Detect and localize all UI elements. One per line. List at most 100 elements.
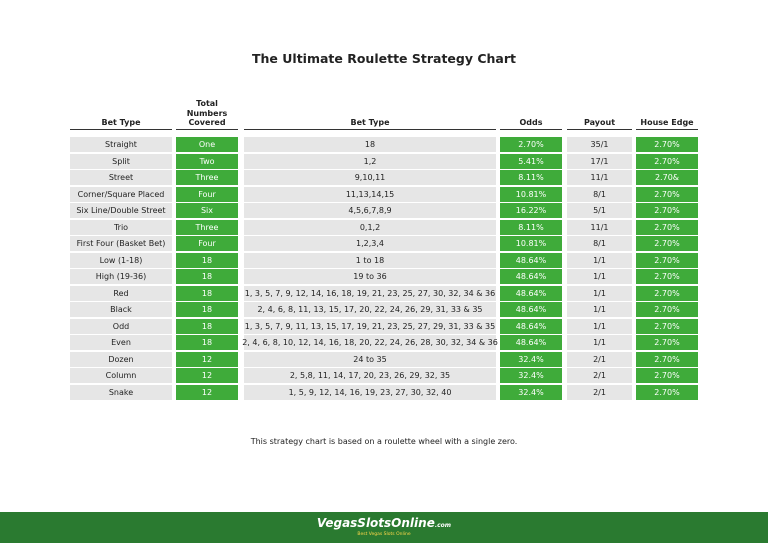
table-cell: 2.70& xyxy=(636,170,698,185)
table-cell: Split xyxy=(70,153,172,169)
table-cell: Even xyxy=(70,335,172,350)
table-cell: 1,2,3,4 xyxy=(244,236,496,251)
table-cell: 2/1 xyxy=(567,351,632,367)
table-cell: 18 xyxy=(176,252,238,268)
table-cell: 2, 4, 6, 8, 11, 13, 15, 17, 20, 22, 24, … xyxy=(244,302,496,317)
table-cell: 2, 4, 6, 8, 10, 12, 14, 16, 18, 20, 22, … xyxy=(242,335,498,350)
table-cell: One xyxy=(176,137,238,152)
table-cell: Low (1-18) xyxy=(70,252,172,268)
column-header: Bet Type xyxy=(70,104,172,130)
table-cell: 32.4% xyxy=(500,368,562,383)
table-cell: 2.70% xyxy=(636,285,698,301)
table-cell: 11/1 xyxy=(567,170,632,185)
column-header: House Edge xyxy=(636,104,698,130)
logo-suffix: .com xyxy=(434,522,452,529)
table-cell: Straight xyxy=(70,137,172,152)
table-cell: 2.70% xyxy=(636,351,698,367)
table-cell: 18 xyxy=(176,285,238,301)
table-cell: 48.64% xyxy=(500,285,562,301)
table-cell: 48.64% xyxy=(500,269,562,284)
table-cell: 48.64% xyxy=(500,252,562,268)
table-cell: 8/1 xyxy=(567,236,632,251)
table-cell: 1/1 xyxy=(567,335,632,350)
table-cell: 2/1 xyxy=(567,384,632,400)
table-cell: Odd xyxy=(70,318,172,334)
table-cell: 48.64% xyxy=(500,318,562,334)
table-cell: 48.64% xyxy=(500,335,562,350)
footer-band xyxy=(0,512,768,543)
table-cell: 2.70% xyxy=(636,269,698,284)
table-cell: 2.70% xyxy=(636,368,698,383)
table-cell: 2.70% xyxy=(636,318,698,334)
table-cell: 32.4% xyxy=(500,384,562,400)
table-cell: 1,2 xyxy=(244,153,496,169)
table-cell: 1/1 xyxy=(567,318,632,334)
table-cell: 11/1 xyxy=(567,219,632,235)
table-cell: Four xyxy=(176,186,238,202)
column-header: Total Numbers Covered xyxy=(176,99,238,130)
table-cell: 9,10,11 xyxy=(244,170,496,185)
table-cell: Three xyxy=(176,219,238,235)
footnote: This strategy chart is based on a roulet… xyxy=(250,437,518,446)
table-cell: Black xyxy=(70,302,172,317)
table-cell: Snake xyxy=(70,384,172,400)
table-cell: 1, 3, 5, 7, 9, 11, 13, 15, 17, 19, 21, 2… xyxy=(244,318,496,334)
table-cell: 18 xyxy=(176,302,238,317)
table-cell: 12 xyxy=(176,368,238,383)
table-cell: 2, 5,8, 11, 14, 17, 20, 23, 26, 29, 32, … xyxy=(244,368,496,383)
table-cell: 2/1 xyxy=(567,368,632,383)
table-cell: 2.70% xyxy=(636,384,698,400)
table-cell: 17/1 xyxy=(567,153,632,169)
table-cell: 10.81% xyxy=(500,186,562,202)
table-cell: 2.70% xyxy=(636,137,698,152)
table-cell: High (19-36) xyxy=(70,269,172,284)
table-cell: 48.64% xyxy=(500,302,562,317)
table-cell: 19 to 36 xyxy=(244,269,496,284)
logo: VegasSlotsOnline.com xyxy=(0,516,768,530)
table-cell: 11,13,14,15 xyxy=(244,186,496,202)
table-cell: Four xyxy=(176,236,238,251)
table-cell: 18 xyxy=(176,269,238,284)
table-cell: Two xyxy=(176,153,238,169)
table-cell: 10.81% xyxy=(500,236,562,251)
table-cell: 2.70% xyxy=(636,302,698,317)
table-cell: 24 to 35 xyxy=(244,351,496,367)
table-cell: 32.4% xyxy=(500,351,562,367)
table-cell: 1/1 xyxy=(567,302,632,317)
table-cell: 1 to 18 xyxy=(244,252,496,268)
column-header: Odds xyxy=(500,104,562,130)
table-cell: 1/1 xyxy=(567,269,632,284)
table-cell: 1, 3, 5, 7, 9, 12, 14, 16, 18, 19, 21, 2… xyxy=(244,285,496,301)
tagline: Best Vegas Slots Online xyxy=(357,532,411,537)
table-cell: Six Line/Double Street xyxy=(70,203,172,218)
table-cell: 1/1 xyxy=(567,285,632,301)
table-cell: 0,1,2 xyxy=(244,219,496,235)
table-cell: 35/1 xyxy=(567,137,632,152)
table-cell: 4,5,6,7,8,9 xyxy=(244,203,496,218)
table-cell: 2.70% xyxy=(636,335,698,350)
table-cell: 2.70% xyxy=(636,252,698,268)
table-cell: 2.70% xyxy=(500,137,562,152)
column-header: Bet Type xyxy=(244,104,496,130)
table-cell: 5.41% xyxy=(500,153,562,169)
table-cell: 12 xyxy=(176,384,238,400)
table-cell: Corner/Square Placed xyxy=(70,186,172,202)
table-cell: 1, 5, 9, 12, 14, 16, 19, 23, 27, 30, 32,… xyxy=(244,384,496,400)
table-cell: Trio xyxy=(70,219,172,235)
table-cell: 18 xyxy=(176,318,238,334)
table-cell: 2.70% xyxy=(636,219,698,235)
table-cell: 2.70% xyxy=(636,203,698,218)
table-cell: 18 xyxy=(176,335,238,350)
table-cell: 8.11% xyxy=(500,170,562,185)
title: The Ultimate Roulette Strategy Chart xyxy=(252,51,516,66)
table-cell: 18 xyxy=(244,137,496,152)
table-cell: Column xyxy=(70,368,172,383)
table-cell: 8.11% xyxy=(500,219,562,235)
column-header: Payout xyxy=(567,104,632,130)
table-cell: Red xyxy=(70,285,172,301)
table-cell: Three xyxy=(176,170,238,185)
table-cell: 12 xyxy=(176,351,238,367)
table-cell: Street xyxy=(70,170,172,185)
table-cell: Six xyxy=(176,203,238,218)
table-cell: 5/1 xyxy=(567,203,632,218)
